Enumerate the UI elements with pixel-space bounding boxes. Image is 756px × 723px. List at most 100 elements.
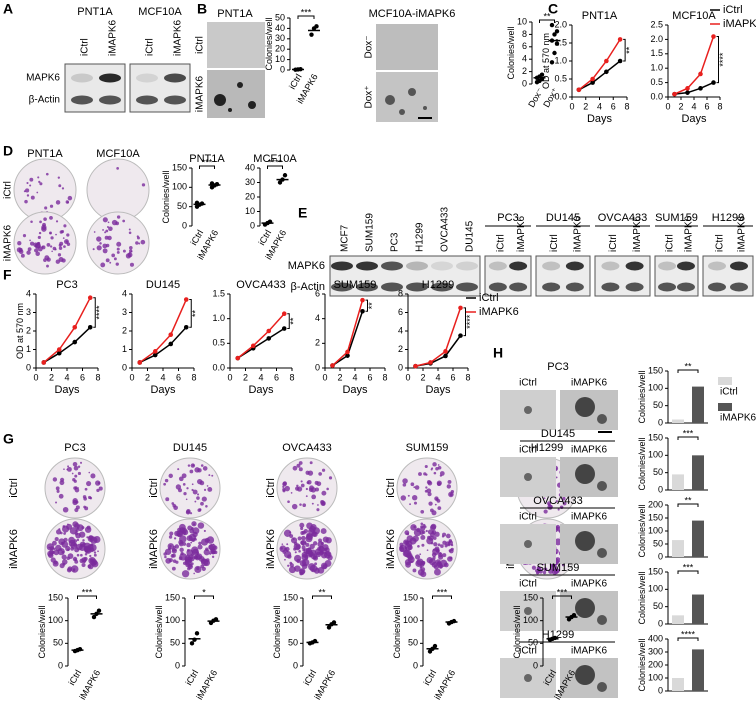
colony bbox=[202, 466, 208, 471]
y-tick-label: 0.5 bbox=[650, 77, 663, 87]
row-label: iMAPK6 bbox=[265, 529, 277, 569]
row-label: MAPK6 bbox=[288, 260, 325, 272]
colony bbox=[305, 470, 310, 475]
blot-band bbox=[99, 73, 121, 83]
image-title: SUM159 bbox=[537, 562, 580, 574]
y-tick-label: 0 bbox=[398, 362, 403, 372]
colony bbox=[178, 539, 184, 545]
significance: *** bbox=[202, 157, 213, 167]
colony bbox=[102, 217, 108, 223]
colony bbox=[437, 506, 442, 511]
row-label: iCtrl bbox=[3, 181, 14, 199]
colony bbox=[61, 550, 65, 554]
y-tick-label: 100 bbox=[648, 450, 663, 460]
plate bbox=[159, 457, 221, 519]
blot-band bbox=[164, 73, 186, 83]
y-tick-label: 50 bbox=[653, 538, 663, 548]
colony bbox=[309, 461, 313, 465]
colony bbox=[446, 484, 451, 489]
colony bbox=[192, 548, 199, 556]
row-label: iMAPK6 bbox=[3, 225, 14, 262]
colony bbox=[128, 231, 132, 235]
y-tick-label: 0 bbox=[122, 362, 127, 372]
significance: **** bbox=[718, 52, 728, 67]
colony bbox=[211, 555, 215, 559]
lane-label: iMAPK6 bbox=[571, 579, 608, 590]
colony bbox=[135, 241, 139, 245]
colony bbox=[164, 555, 167, 559]
y-tick-label: 100 bbox=[283, 615, 298, 625]
y-tick-label: 200 bbox=[648, 499, 663, 509]
colony bbox=[324, 547, 330, 553]
colony bbox=[575, 598, 595, 618]
colony bbox=[420, 534, 426, 540]
significance: **** bbox=[95, 305, 105, 320]
colony bbox=[543, 567, 548, 572]
blot-group: PNT1A bbox=[77, 6, 113, 18]
y-tick-label: 50 bbox=[653, 467, 663, 477]
colony bbox=[187, 464, 191, 467]
y-tick-label: 30 bbox=[245, 177, 255, 187]
blot-band bbox=[331, 282, 353, 292]
colony bbox=[58, 257, 64, 263]
y-tick-label: 100 bbox=[48, 615, 63, 625]
colony bbox=[168, 473, 173, 479]
blot-band bbox=[601, 261, 620, 271]
x-tick-label: 8 bbox=[289, 372, 294, 382]
colony bbox=[61, 541, 69, 548]
colony bbox=[303, 529, 309, 534]
data-point bbox=[281, 311, 287, 317]
colony bbox=[46, 543, 55, 551]
legend-swatch bbox=[718, 403, 732, 411]
blot-band bbox=[71, 95, 93, 105]
micrograph bbox=[376, 24, 438, 70]
row-label: iCtrl bbox=[195, 36, 206, 54]
colony bbox=[46, 243, 51, 247]
colony bbox=[186, 549, 194, 556]
panel-letter: G bbox=[3, 431, 14, 447]
colony bbox=[163, 482, 167, 486]
colony bbox=[418, 472, 422, 476]
colony bbox=[555, 476, 558, 479]
colony bbox=[48, 546, 51, 549]
x-tick-label: 6 bbox=[80, 372, 85, 382]
colony bbox=[289, 534, 294, 539]
x-axis-label: Days bbox=[681, 113, 707, 125]
colony bbox=[423, 472, 427, 476]
x-tick-label: iCtrl bbox=[67, 668, 84, 687]
colony bbox=[66, 468, 69, 471]
colony bbox=[310, 487, 317, 493]
blot-band bbox=[381, 261, 403, 271]
colony bbox=[561, 496, 566, 501]
colony bbox=[306, 481, 310, 485]
colony bbox=[424, 464, 428, 469]
colony bbox=[116, 250, 120, 254]
bar bbox=[672, 540, 684, 557]
colony bbox=[409, 503, 411, 506]
colony bbox=[185, 498, 188, 501]
colony bbox=[414, 554, 421, 560]
x-tick-label: 0 bbox=[665, 101, 670, 111]
colony bbox=[302, 543, 304, 546]
colony bbox=[128, 228, 131, 231]
significance: ** bbox=[289, 317, 299, 325]
colony bbox=[281, 543, 284, 545]
colony bbox=[425, 529, 428, 533]
colony bbox=[60, 549, 63, 551]
significance-bracket bbox=[189, 299, 192, 328]
data-point bbox=[282, 173, 288, 178]
lane-label: iMAPK6 bbox=[571, 646, 608, 657]
colony bbox=[76, 553, 80, 557]
colony bbox=[172, 559, 177, 563]
colony bbox=[171, 548, 176, 552]
image-title: PNT1A bbox=[217, 8, 253, 20]
data-point bbox=[314, 24, 319, 29]
x-tick-label: 8 bbox=[382, 372, 387, 382]
y-tick-label: 0 bbox=[413, 660, 418, 670]
x-tick-label: iCtrl bbox=[302, 668, 319, 687]
colony bbox=[402, 478, 408, 484]
colony bbox=[432, 536, 437, 540]
colony bbox=[74, 547, 80, 553]
colony bbox=[442, 540, 447, 545]
data-point bbox=[199, 201, 205, 206]
